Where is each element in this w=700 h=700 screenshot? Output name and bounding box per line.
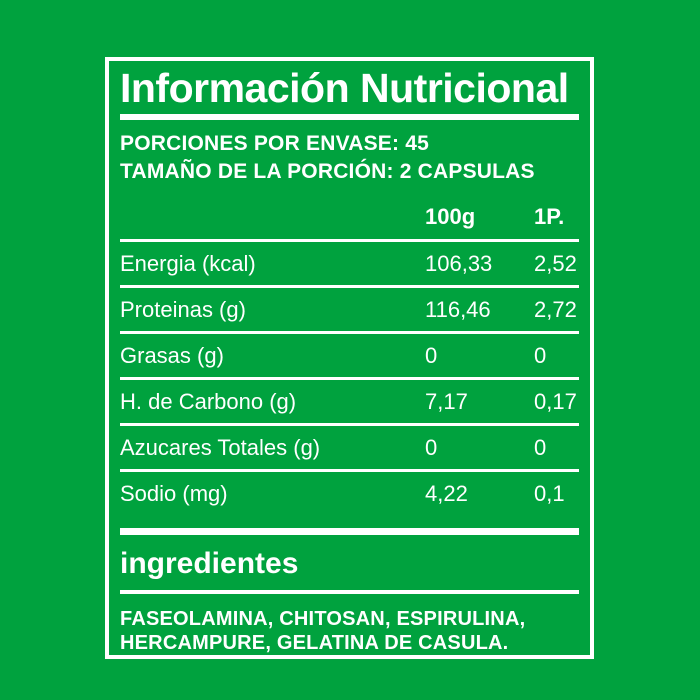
nutrient-per-100g: 106,33	[425, 240, 534, 288]
page-title: Información Nutricional	[120, 65, 569, 111]
column-header-empty	[120, 186, 425, 242]
nutrition-table: 100g 1P. Energia (kcal) 106,33 2,52 Prot…	[120, 186, 579, 515]
nutrient-per-serving: 0	[534, 332, 579, 380]
servings-per-container-line: PORCIONES POR ENVASE: 45	[120, 130, 579, 158]
serving-size-label: TAMAÑO DE LA PORCIÓN:	[120, 160, 394, 183]
ingredients-divider-bottom	[120, 590, 579, 594]
nutrient-label: Proteinas (g)	[120, 286, 425, 334]
serving-info: PORCIONES POR ENVASE: 45 TAMAÑO DE LA PO…	[120, 130, 579, 186]
ingredients-heading: ingredientes	[120, 547, 299, 580]
nutrient-per-serving: 0,1	[534, 481, 565, 506]
nutrient-per-100g: 0	[425, 332, 534, 380]
servings-per-container-label: PORCIONES POR ENVASE:	[120, 132, 400, 155]
table-header-row: 100g 1P.	[120, 186, 579, 242]
nutrient-label: Energia (kcal)	[120, 240, 425, 288]
column-header-100g: 100g	[425, 186, 534, 242]
table-row: Grasas (g) 0 0	[120, 332, 579, 380]
ingredients-line-2: HERCAMPURE, GELATINA DE CASULA.	[120, 632, 509, 654]
serving-size-line: TAMAÑO DE LA PORCIÓN: 2 CAPSULAS	[120, 158, 579, 186]
table-row: H. de Carbono (g) 7,17 0,17	[120, 378, 579, 426]
serving-size-value: 2 CAPSULAS	[399, 160, 535, 183]
title-divider	[120, 114, 579, 120]
nutrient-label: H. de Carbono (g)	[120, 378, 425, 426]
nutrient-per-100g: 0	[425, 424, 534, 472]
table-row: Proteinas (g) 116,46 2,72	[120, 286, 579, 334]
nutrient-per-serving: 2,52	[534, 240, 579, 288]
nutrient-per-serving: 2,72	[534, 286, 579, 334]
nutrient-per-serving: 0,17	[534, 378, 579, 426]
ingredients-text: FASEOLAMINA, CHITOSAN, ESPIRULINA, HERCA…	[120, 607, 579, 655]
ingredients-divider-top	[120, 528, 579, 535]
nutrient-per-100g: 7,17	[425, 378, 534, 426]
nutrient-per-serving: 0	[534, 424, 579, 472]
servings-per-container-value: 45	[405, 132, 430, 155]
table-row: Energia (kcal) 106,33 2,52	[120, 240, 579, 288]
ingredients-line-1: FASEOLAMINA, CHITOSAN, ESPIRULINA,	[120, 608, 526, 630]
nutrient-label: Grasas (g)	[120, 332, 425, 380]
nutrient-label: Azucares Totales (g)	[120, 424, 425, 472]
nutrient-per-100g: 4,22	[425, 481, 468, 506]
nutrition-panel: Información Nutricional PORCIONES POR EN…	[105, 57, 594, 659]
table-row: Sodio (mg) 4,22 0,1	[120, 471, 579, 516]
nutrient-per-100g: 116,46	[425, 286, 534, 334]
table-row: Azucares Totales (g) 0 0	[120, 424, 579, 472]
column-header-1p: 1P.	[534, 186, 579, 242]
nutrient-label: Sodio (mg)	[120, 481, 228, 506]
